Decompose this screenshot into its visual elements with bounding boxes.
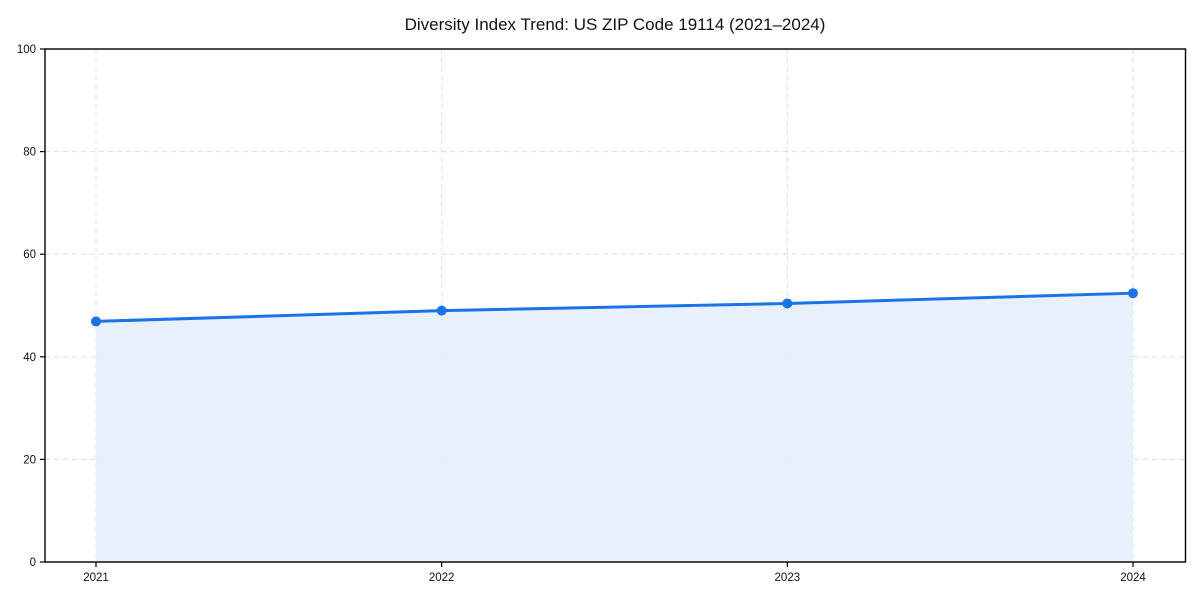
x-axis-tick-label: 2022	[429, 572, 455, 584]
area-fill	[96, 293, 1133, 562]
trend-line	[94, 291, 1135, 323]
x-axis-tick-label: 2024	[1120, 572, 1146, 584]
y-axis-tick-label: 40	[23, 352, 36, 364]
y-axis-tick-label: 100	[17, 44, 36, 56]
y-axis-tick-label: 80	[23, 147, 36, 159]
x-axis-tick-label: 2023	[775, 572, 801, 584]
y-axis-tick-label: 20	[23, 454, 36, 466]
data-point-marker	[91, 316, 101, 327]
data-point-marker	[1128, 288, 1138, 299]
plot-frame	[44, 48, 1187, 563]
x-axis-tick-label: 2021	[83, 572, 109, 584]
data-point-marker	[782, 298, 793, 309]
plot-area: 0 20 40 60 80 100 2021 2022 2023 2024	[17, 44, 1187, 584]
y-axis-tick-label: 60	[23, 249, 36, 261]
data-point-marker	[436, 305, 447, 316]
chart-title: Diversity Index Trend: US ZIP Code 19114…	[405, 15, 826, 34]
y-axis-tick-label: 0	[30, 557, 36, 569]
